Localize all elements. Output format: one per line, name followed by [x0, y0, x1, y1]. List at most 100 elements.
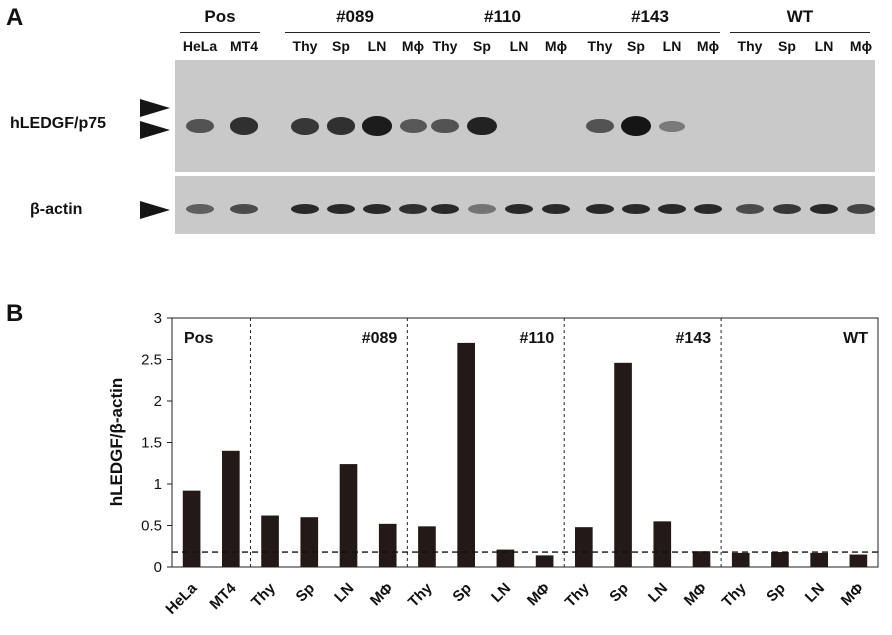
actin-band: [399, 204, 427, 214]
blot-group-label: #143: [631, 7, 669, 26]
ledgf-band: [186, 118, 214, 134]
ledgf-band: [586, 118, 614, 134]
blot-group-label: #089: [336, 7, 374, 26]
x-tick-label: Sp: [449, 580, 475, 606]
bar: [496, 549, 515, 567]
bar: [692, 551, 711, 567]
ledgf-blot-image: [175, 60, 875, 172]
actin-row-label: β-actin: [30, 201, 83, 218]
actin-band: [363, 204, 391, 214]
blot-lane-label: Thy: [737, 38, 763, 54]
actin-band: [431, 204, 459, 214]
blot-lane-label: Sp: [473, 38, 491, 54]
ledgf-band: [467, 116, 497, 136]
actin-band: [186, 204, 214, 214]
blot-lane-label: LN: [814, 38, 834, 54]
x-tick-label: Thy: [405, 579, 436, 610]
x-tick-label: Sp: [606, 580, 632, 606]
x-tick-label: MΦ: [524, 580, 554, 610]
x-tick-label: MΦ: [367, 580, 397, 610]
actin-band: [230, 204, 258, 214]
ledgf-band: [659, 120, 685, 132]
blot-lane-label: MT4: [230, 38, 258, 54]
y-tick-label: 1.5: [141, 435, 162, 452]
chart-group-label: Pos: [184, 330, 213, 347]
chart-group-label: WT: [843, 330, 868, 347]
actin-band: [773, 204, 801, 214]
x-tick-label: LN: [802, 580, 828, 606]
blot-lane-label: LN: [367, 38, 387, 54]
bar: [418, 526, 436, 567]
blot-lane-label: Mϕ: [696, 38, 720, 54]
actin-band: [468, 204, 496, 214]
blot-group-underline: [180, 32, 260, 33]
y-axis-label: hLEDGF/β-actin: [107, 378, 126, 506]
ledgf-band: [431, 118, 459, 134]
ledgf-band: [290, 117, 320, 135]
bar: [614, 362, 632, 567]
x-tick-label: Thy: [248, 579, 279, 610]
bar: [810, 552, 828, 567]
ledgf-band: [362, 116, 392, 136]
arrowhead-actin-icon: [140, 201, 170, 219]
y-tick-label: 3: [154, 310, 162, 327]
x-tick-label: Sp: [763, 580, 789, 606]
actin-blot-image: [175, 176, 875, 234]
blot-group-label: WT: [786, 7, 814, 26]
chart-group-label: #110: [520, 330, 555, 347]
x-tick-label: MΦ: [838, 580, 868, 610]
x-tick-label: Thy: [719, 579, 750, 610]
ledgf-band: [621, 116, 651, 136]
y-tick-label: 2.5: [141, 352, 162, 369]
blot-lane-label: Mϕ: [544, 38, 568, 54]
bar: [222, 450, 240, 567]
x-tick-label: MT4: [206, 579, 240, 613]
x-tick-label: Thy: [562, 579, 593, 610]
blot-lane-label: Mϕ: [849, 38, 873, 54]
bar: [261, 515, 279, 567]
actin-band: [291, 204, 319, 214]
blot-group-underline: [730, 32, 870, 33]
actin-band: [736, 204, 764, 214]
blot-group-underline: [285, 32, 425, 33]
blot-lane-label: Thy: [587, 38, 613, 54]
y-tick-label: 0.5: [141, 518, 162, 535]
actin-band: [847, 204, 875, 214]
x-tick-label: LN: [488, 580, 514, 606]
blot-group-label: #110: [484, 7, 521, 26]
blot-lane-label: Sp: [332, 38, 350, 54]
arrowhead-lower-icon: [140, 121, 170, 139]
y-tick-label: 0: [154, 559, 162, 576]
actin-band: [622, 204, 650, 214]
blot-lane-label: Thy: [292, 38, 318, 54]
blot-lane-header: Pos HeLa MT4 #089 Thy Sp LN Mϕ #110 Thy Sp LN Mϕ #143…: [0, 0, 892, 60]
bar: [849, 554, 868, 567]
x-tick-label: MΦ: [681, 580, 711, 610]
y-tick-label: 1: [154, 476, 162, 493]
x-tick-label: LN: [331, 580, 357, 606]
blot-group-underline: [580, 32, 720, 33]
blot-lane-label: Sp: [627, 38, 645, 54]
x-tick-label: LN: [645, 580, 671, 606]
bar: [339, 464, 358, 567]
panel-b-letter: B: [6, 300, 24, 327]
blot-lane-label: Thy: [432, 38, 458, 54]
blot-group-label: Pos: [204, 7, 236, 26]
blot-lane-label: HeLa: [182, 38, 218, 54]
blot-lane-label: Sp: [778, 38, 796, 54]
ledgf-band: [399, 119, 427, 133]
panel-a-letter: A: [6, 4, 24, 31]
ledgf-band: [326, 117, 356, 135]
actin-band: [542, 204, 570, 214]
ledgf-band: [229, 117, 259, 135]
ledgf-row-label: hLEDGF/p75: [10, 115, 107, 132]
bar: [457, 342, 475, 567]
bar: [731, 552, 750, 567]
bar: [653, 521, 672, 567]
y-tick-label: 2: [154, 393, 162, 410]
chart-group-label: #143: [676, 330, 712, 347]
actin-band: [505, 204, 533, 214]
actin-band: [327, 204, 355, 214]
bar: [535, 555, 554, 567]
